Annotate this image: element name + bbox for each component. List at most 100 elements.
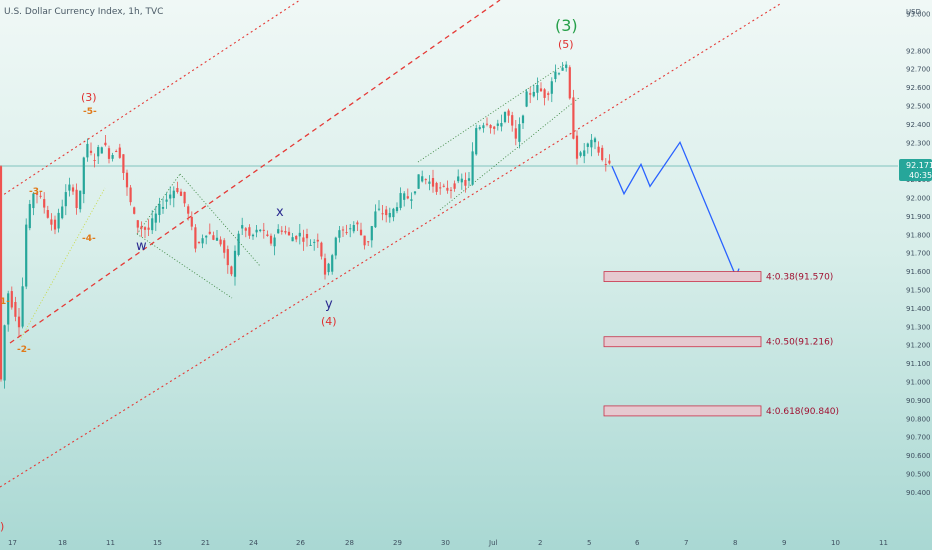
candle-body <box>140 226 143 229</box>
candle-body <box>500 122 503 127</box>
current-price-value: 92.171 <box>906 161 932 170</box>
candle-body <box>147 227 150 230</box>
candle-body <box>446 187 449 191</box>
candle-body <box>388 212 391 218</box>
candle-body <box>532 91 535 97</box>
candle-body <box>118 147 121 158</box>
candle-body <box>64 192 67 207</box>
time-tick: 8 <box>733 539 737 547</box>
candle-body <box>82 157 85 195</box>
price-tick: 91.500 <box>906 286 931 294</box>
candle-body <box>395 207 399 212</box>
price-tick: 90.600 <box>906 452 931 460</box>
candle-body <box>604 163 607 166</box>
candle-body <box>262 229 265 231</box>
candle-body <box>93 159 96 161</box>
candle-body <box>320 242 323 257</box>
wave-label-1: 1- <box>0 297 10 307</box>
candle-body <box>129 187 132 203</box>
time-tick: Jul <box>488 539 498 547</box>
candle-body <box>111 154 114 159</box>
time-tick: 11 <box>106 539 115 547</box>
candle-body <box>568 67 571 99</box>
candle-body <box>478 127 481 129</box>
candle-body <box>352 225 355 232</box>
candle-body <box>17 316 21 328</box>
candle-body <box>233 250 237 277</box>
time-tick: 10 <box>831 539 840 547</box>
price-tick: 91.700 <box>906 250 931 258</box>
candle-body <box>381 213 384 215</box>
time-axis[interactable]: 17 18 11 15 21 24 26 28 29 30 Jul 2 5 6 7 8 9 10 11 <box>8 539 888 547</box>
candle-body <box>349 228 352 230</box>
candle-body <box>14 301 17 317</box>
time-tick: 21 <box>201 539 210 547</box>
price-tick: 91.400 <box>906 305 931 313</box>
wave-label-3-green: (3) <box>555 16 578 35</box>
candle-body <box>345 232 348 234</box>
price-axis[interactable]: USD 93.000 92.800 92.700 92.600 92.500 92.400… <box>899 8 932 497</box>
fib-label: 4:0.38(91.570) <box>766 273 833 283</box>
time-tick: 6 <box>635 539 640 547</box>
candle-body <box>406 196 409 199</box>
fib-label: 4:0.618(90.840) <box>766 407 839 417</box>
candle-body <box>561 67 564 71</box>
candle-body <box>593 138 597 143</box>
candle-body <box>212 235 215 240</box>
fib-zone[interactable] <box>603 271 762 282</box>
candle-body <box>136 220 139 228</box>
candle-body <box>46 210 49 218</box>
candle-body <box>341 229 345 231</box>
candle-body <box>298 232 301 237</box>
candle-body <box>554 71 557 80</box>
candle-body <box>363 235 366 246</box>
green-channel-top <box>417 63 566 163</box>
candle-body <box>471 151 474 185</box>
price-tick: 92.600 <box>906 84 931 92</box>
wave-labels: ) 1- -2- -3- -4- -5- (3) w x y (4) (5) (… <box>0 16 578 533</box>
candle-body <box>399 193 402 208</box>
candle-body <box>359 229 363 236</box>
candle-body <box>176 187 179 193</box>
candle-body <box>482 125 485 129</box>
candle-body <box>370 226 373 241</box>
candle-body <box>50 219 53 225</box>
candle-body <box>435 182 438 192</box>
candle-body <box>277 229 280 234</box>
fib-zone[interactable] <box>603 405 762 417</box>
candle-body <box>165 199 168 202</box>
candle-body <box>255 229 258 233</box>
candle-body <box>439 187 442 189</box>
candle-body <box>190 216 193 227</box>
candle-body <box>305 234 309 239</box>
candle-body <box>457 176 460 182</box>
candle-body <box>586 143 589 147</box>
time-tick: 15 <box>153 539 162 547</box>
candle-body <box>25 224 28 287</box>
candle-body <box>449 189 453 191</box>
fib-zone[interactable] <box>603 336 762 348</box>
candle-body <box>597 146 600 153</box>
candle-body <box>251 234 255 237</box>
candle-body <box>107 148 111 159</box>
price-tick: 90.800 <box>906 415 931 423</box>
price-tick: 91.000 <box>906 378 931 386</box>
candle-body <box>39 195 42 197</box>
chart-title: U.S. Dollar Currency Index, 1h, TVC <box>4 7 163 17</box>
candle-body <box>431 178 435 187</box>
candle-body <box>280 230 283 232</box>
candle-body <box>453 183 456 189</box>
candle-body <box>287 231 291 236</box>
wave-label-3-minor: -3- <box>29 187 43 197</box>
candle-body <box>413 191 417 194</box>
candle-body <box>3 325 6 381</box>
time-tick: 18 <box>58 539 67 547</box>
candle-body <box>575 135 579 159</box>
wave-label-y: y <box>325 297 333 312</box>
wave-label-5: (5) <box>558 38 574 51</box>
candle-body <box>32 193 35 209</box>
candle-body <box>507 110 510 116</box>
current-price-tag <box>899 159 932 181</box>
candle-body <box>122 154 125 174</box>
